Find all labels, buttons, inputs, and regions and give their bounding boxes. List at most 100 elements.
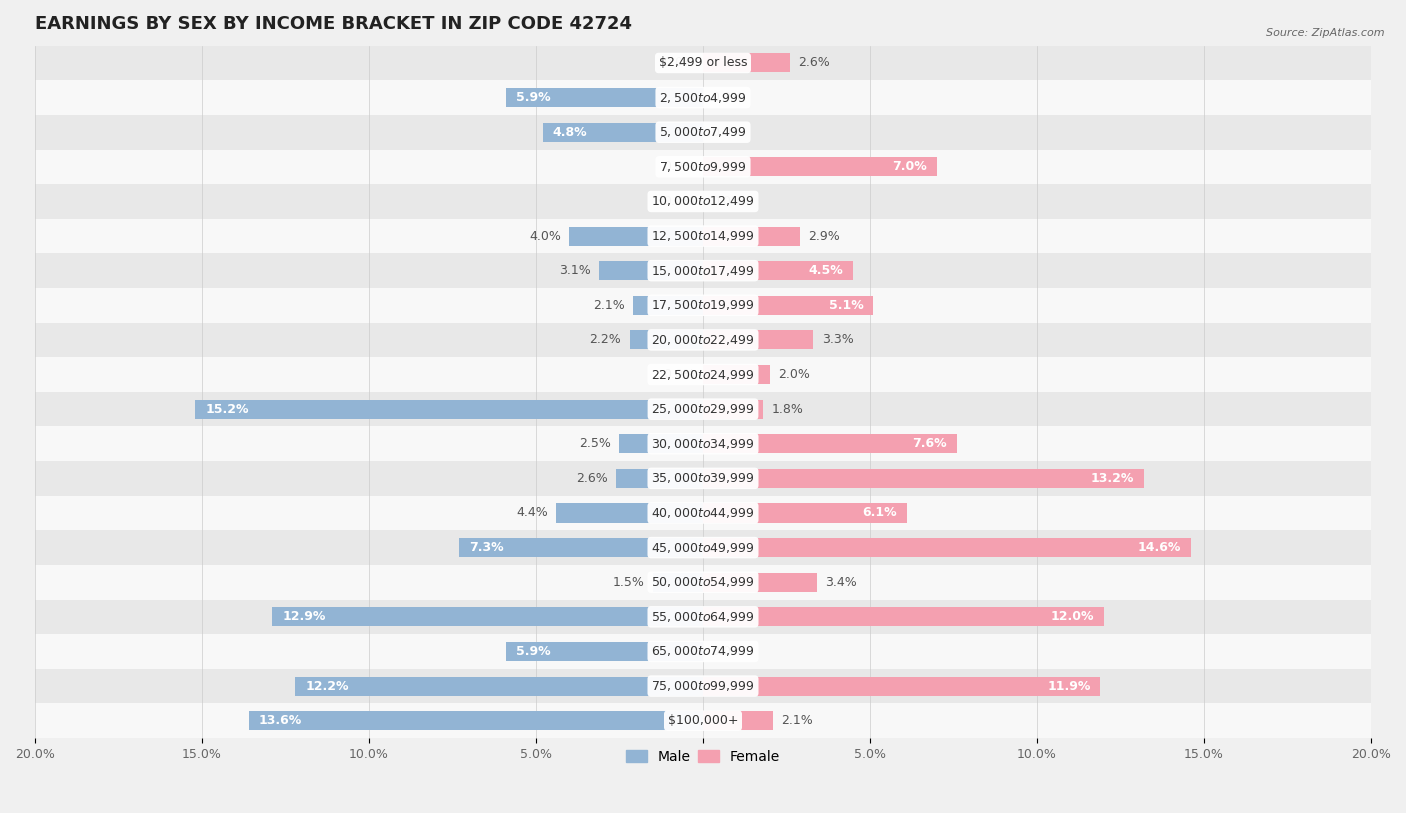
- Bar: [599, 261, 703, 280]
- Text: 3.1%: 3.1%: [560, 264, 591, 277]
- Text: $7,500 to $9,999: $7,500 to $9,999: [659, 160, 747, 174]
- Text: $40,000 to $44,999: $40,000 to $44,999: [651, 506, 755, 520]
- Bar: [703, 434, 957, 454]
- Bar: [35, 254, 1371, 288]
- Text: 0.0%: 0.0%: [662, 160, 695, 173]
- Bar: [703, 676, 1101, 696]
- Text: 3.4%: 3.4%: [825, 576, 856, 589]
- Bar: [703, 711, 773, 730]
- Text: 4.0%: 4.0%: [529, 229, 561, 242]
- Bar: [620, 434, 703, 454]
- Text: 2.6%: 2.6%: [799, 56, 830, 69]
- Bar: [652, 572, 703, 592]
- Bar: [616, 469, 703, 488]
- Text: 3.3%: 3.3%: [821, 333, 853, 346]
- Text: 6.1%: 6.1%: [862, 506, 897, 520]
- Text: $50,000 to $54,999: $50,000 to $54,999: [651, 576, 755, 589]
- Text: 0.0%: 0.0%: [662, 368, 695, 381]
- Text: 5.9%: 5.9%: [516, 645, 551, 658]
- Text: 2.5%: 2.5%: [579, 437, 612, 450]
- Text: 12.9%: 12.9%: [283, 611, 326, 624]
- Bar: [703, 469, 1144, 488]
- Bar: [35, 565, 1371, 599]
- Bar: [295, 676, 703, 696]
- Bar: [35, 634, 1371, 669]
- Text: $35,000 to $39,999: $35,000 to $39,999: [651, 472, 755, 485]
- Text: 4.4%: 4.4%: [516, 506, 548, 520]
- Text: 7.3%: 7.3%: [470, 541, 503, 554]
- Text: $65,000 to $74,999: $65,000 to $74,999: [651, 645, 755, 659]
- Text: $2,500 to $4,999: $2,500 to $4,999: [659, 90, 747, 105]
- Bar: [35, 219, 1371, 254]
- Text: $2,499 or less: $2,499 or less: [659, 56, 747, 69]
- Bar: [630, 330, 703, 350]
- Text: 2.2%: 2.2%: [589, 333, 621, 346]
- Text: 0.0%: 0.0%: [662, 56, 695, 69]
- Text: 13.6%: 13.6%: [259, 714, 302, 727]
- Bar: [506, 88, 703, 107]
- Text: $25,000 to $29,999: $25,000 to $29,999: [651, 402, 755, 416]
- Bar: [703, 572, 817, 592]
- Bar: [35, 599, 1371, 634]
- Bar: [460, 538, 703, 557]
- Bar: [633, 296, 703, 315]
- Text: Source: ZipAtlas.com: Source: ZipAtlas.com: [1267, 28, 1385, 38]
- Bar: [35, 288, 1371, 323]
- Bar: [273, 607, 703, 626]
- Legend: Male, Female: Male, Female: [620, 744, 786, 769]
- Text: $30,000 to $34,999: $30,000 to $34,999: [651, 437, 755, 450]
- Bar: [555, 503, 703, 523]
- Text: 11.9%: 11.9%: [1047, 680, 1091, 693]
- Bar: [703, 607, 1104, 626]
- Text: 5.1%: 5.1%: [828, 299, 863, 312]
- Text: $20,000 to $22,499: $20,000 to $22,499: [651, 333, 755, 347]
- Text: 2.1%: 2.1%: [782, 714, 813, 727]
- Text: $12,500 to $14,999: $12,500 to $14,999: [651, 229, 755, 243]
- Bar: [543, 123, 703, 141]
- Text: 7.6%: 7.6%: [912, 437, 946, 450]
- Bar: [703, 503, 907, 523]
- Text: 2.1%: 2.1%: [593, 299, 624, 312]
- Text: 0.0%: 0.0%: [711, 645, 744, 658]
- Text: $45,000 to $49,999: $45,000 to $49,999: [651, 541, 755, 554]
- Bar: [703, 227, 800, 246]
- Text: 2.9%: 2.9%: [808, 229, 839, 242]
- Text: 7.0%: 7.0%: [891, 160, 927, 173]
- Bar: [35, 115, 1371, 150]
- Bar: [703, 538, 1191, 557]
- Text: $55,000 to $64,999: $55,000 to $64,999: [651, 610, 755, 624]
- Text: 5.9%: 5.9%: [516, 91, 551, 104]
- Text: 0.0%: 0.0%: [662, 195, 695, 208]
- Bar: [703, 330, 813, 350]
- Text: 12.2%: 12.2%: [305, 680, 349, 693]
- Text: 14.6%: 14.6%: [1137, 541, 1181, 554]
- Text: 4.5%: 4.5%: [808, 264, 844, 277]
- Text: $22,500 to $24,999: $22,500 to $24,999: [651, 367, 755, 381]
- Text: 2.6%: 2.6%: [576, 472, 607, 485]
- Text: 0.0%: 0.0%: [711, 91, 744, 104]
- Bar: [35, 357, 1371, 392]
- Bar: [35, 496, 1371, 530]
- Bar: [35, 46, 1371, 80]
- Text: 13.2%: 13.2%: [1091, 472, 1133, 485]
- Text: $17,500 to $19,999: $17,500 to $19,999: [651, 298, 755, 312]
- Text: $10,000 to $12,499: $10,000 to $12,499: [651, 194, 755, 208]
- Bar: [249, 711, 703, 730]
- Bar: [35, 80, 1371, 115]
- Text: $100,000+: $100,000+: [668, 714, 738, 727]
- Text: $5,000 to $7,499: $5,000 to $7,499: [659, 125, 747, 139]
- Bar: [35, 461, 1371, 496]
- Text: $75,000 to $99,999: $75,000 to $99,999: [651, 679, 755, 693]
- Text: 2.0%: 2.0%: [778, 368, 810, 381]
- Bar: [703, 157, 936, 176]
- Bar: [506, 642, 703, 661]
- Bar: [703, 365, 770, 384]
- Bar: [703, 261, 853, 280]
- Bar: [703, 400, 763, 419]
- Bar: [703, 54, 790, 72]
- Text: 4.8%: 4.8%: [553, 126, 588, 139]
- Bar: [35, 530, 1371, 565]
- Text: $15,000 to $17,499: $15,000 to $17,499: [651, 263, 755, 278]
- Bar: [35, 323, 1371, 357]
- Bar: [35, 392, 1371, 427]
